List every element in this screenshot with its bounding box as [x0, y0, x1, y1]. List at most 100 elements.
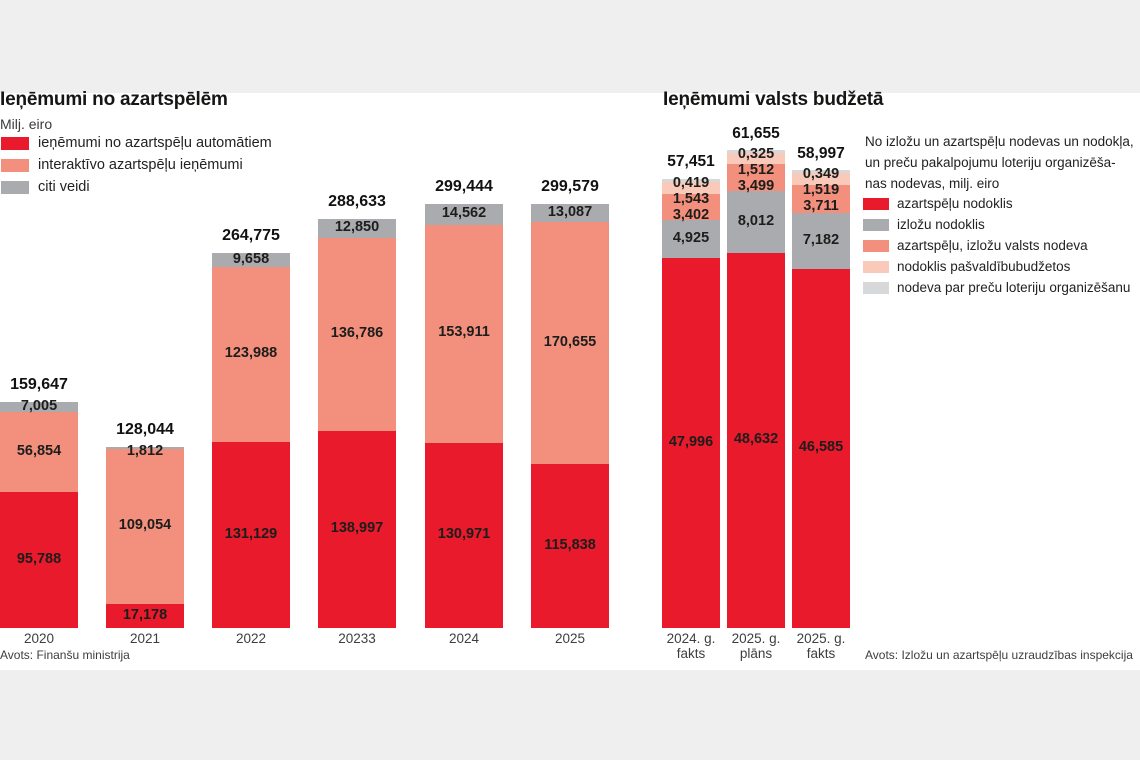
x-axis-label: 20233 — [338, 631, 376, 646]
segment-value-label: 4,925 — [672, 229, 710, 246]
left-chart-unit-label: Milj. eiro — [0, 116, 53, 132]
legend-label: interaktīvo azartspēļu ieņēmumi — [38, 157, 243, 173]
bar-segment — [212, 266, 290, 443]
bar-total-label: 58,997 — [797, 144, 845, 162]
legend-label: ieņēmumi no azartspēļu automātiem — [38, 135, 272, 151]
bar-segment — [662, 181, 720, 194]
x-axis-label: 2020 — [23, 631, 55, 646]
legend-label: azartspēļu nodoklis — [897, 196, 1013, 211]
segment-value-label: 46,585 — [798, 439, 844, 456]
segment-value-label: 130,971 — [437, 526, 491, 543]
right-chart-title: Ieņēmumi valsts budžetā — [663, 89, 884, 110]
legend-label: nodoklis pašvaldībubudžetos — [897, 259, 1071, 274]
bar-segment — [727, 164, 785, 192]
segment-value-label: 170,655 — [543, 333, 597, 350]
bottom-margin-band — [0, 670, 1140, 760]
bar-segment — [792, 268, 850, 628]
segment-value-label: 48,632 — [733, 431, 779, 448]
legend-swatch — [1, 137, 29, 150]
segment-value-label: 1,812 — [126, 442, 164, 459]
segment-value-label: 56,854 — [16, 442, 62, 459]
bar-segment — [106, 446, 184, 450]
bar-segment — [318, 431, 396, 628]
bar-segment — [792, 173, 850, 185]
legend-swatch — [1, 181, 29, 194]
x-axis-label: 2025. g. plāns — [731, 631, 781, 661]
bar-segment — [212, 442, 290, 628]
legend-swatch — [1, 159, 29, 172]
segment-value-label: 0,325 — [737, 146, 775, 163]
segment-value-label: 1,543 — [672, 190, 710, 207]
x-axis-label: 2022 — [235, 631, 267, 646]
bar-segment — [662, 178, 720, 182]
x-axis-label: 2025. g. fakts — [796, 631, 846, 661]
segment-value-label: 109,054 — [118, 517, 172, 534]
segment-value-label: 13,087 — [547, 203, 593, 220]
segment-value-label: 136,786 — [330, 325, 384, 342]
bar-segment — [727, 152, 785, 165]
segment-value-label: 14,562 — [441, 205, 487, 222]
left-chart-title: Ieņēmumi no azartspēlēm — [0, 89, 228, 110]
segment-value-label: 1,512 — [737, 162, 775, 179]
bar-total-label: 299,579 — [541, 177, 599, 195]
bar-segment — [662, 257, 720, 628]
bar-segment — [212, 253, 290, 267]
bar-segment — [425, 224, 503, 443]
x-axis-label: 2021 — [129, 631, 161, 646]
legend-swatch — [863, 198, 889, 210]
bar-segment — [318, 237, 396, 432]
segment-value-label: 153,911 — [438, 324, 490, 341]
bar-segment — [106, 449, 184, 604]
bar-segment — [792, 184, 850, 214]
legend-label: azartspēļu, izložu valsts nodeva — [897, 238, 1088, 253]
x-axis-label: 2024 — [448, 631, 480, 646]
segment-value-label: 138,997 — [330, 520, 384, 537]
segment-value-label: 3,402 — [672, 206, 710, 223]
x-axis-label: 2024. g. fakts — [666, 631, 716, 661]
bar-total-label: 299,444 — [435, 178, 493, 196]
x-axis-label: 2025 — [554, 631, 586, 646]
segment-value-label: 12,850 — [334, 219, 380, 236]
bar-total-label: 57,451 — [667, 153, 715, 171]
legend-swatch — [863, 261, 889, 273]
segment-value-label: 0,419 — [672, 174, 710, 191]
left-chart-source: Avots: Finanšu ministrija — [0, 648, 130, 662]
right-chart-source: Avots: Izložu un azartspēļu uzraudzības … — [865, 648, 1133, 662]
bar-segment — [425, 442, 503, 628]
description-line: un preču pakalpojumu loteriju organizēša… — [865, 155, 1116, 170]
segment-value-label: 3,499 — [737, 178, 775, 195]
legend-label: izložu nodoklis — [897, 217, 985, 232]
bar-segment — [727, 150, 785, 153]
segment-value-label: 9,658 — [232, 250, 270, 267]
bar-segment — [531, 464, 609, 628]
right-chart-description: No izložu un azartspēļu nodevas un nodok… — [865, 131, 1140, 194]
segment-value-label: 17,178 — [122, 606, 168, 623]
segment-value-label: 123,988 — [224, 345, 278, 362]
segment-value-label: 8,012 — [737, 212, 775, 229]
segment-value-label: 131,129 — [224, 525, 278, 542]
bar-total-label: 288,633 — [328, 193, 386, 211]
description-line: No izložu un azartspēļu nodevas un nodok… — [865, 134, 1134, 149]
legend-swatch — [863, 240, 889, 252]
segment-value-label: 7,182 — [802, 231, 840, 248]
bar-segment — [0, 492, 78, 628]
bar-segment — [106, 603, 184, 628]
description-line: nas nodevas, milj. eiro — [865, 176, 1000, 191]
bar-segment — [727, 253, 785, 628]
bar-segment — [425, 204, 503, 225]
bar-segment — [662, 193, 720, 220]
bar-segment — [531, 203, 609, 223]
segment-value-label: 1,519 — [802, 182, 840, 199]
legend-label: citi veidi — [38, 179, 90, 195]
bar-segment — [792, 213, 850, 269]
segment-value-label: 3,711 — [803, 198, 839, 215]
bar-total-label: 264,775 — [222, 227, 280, 245]
bar-total-label: 61,655 — [732, 124, 780, 142]
segment-value-label: 115,838 — [544, 536, 596, 553]
bar-segment — [318, 219, 396, 238]
bar-segment — [727, 191, 785, 254]
legend-label: nodeva par preču loteriju organizēšanu — [897, 280, 1131, 295]
bar-segment — [0, 411, 78, 493]
bar-segment — [792, 170, 850, 174]
